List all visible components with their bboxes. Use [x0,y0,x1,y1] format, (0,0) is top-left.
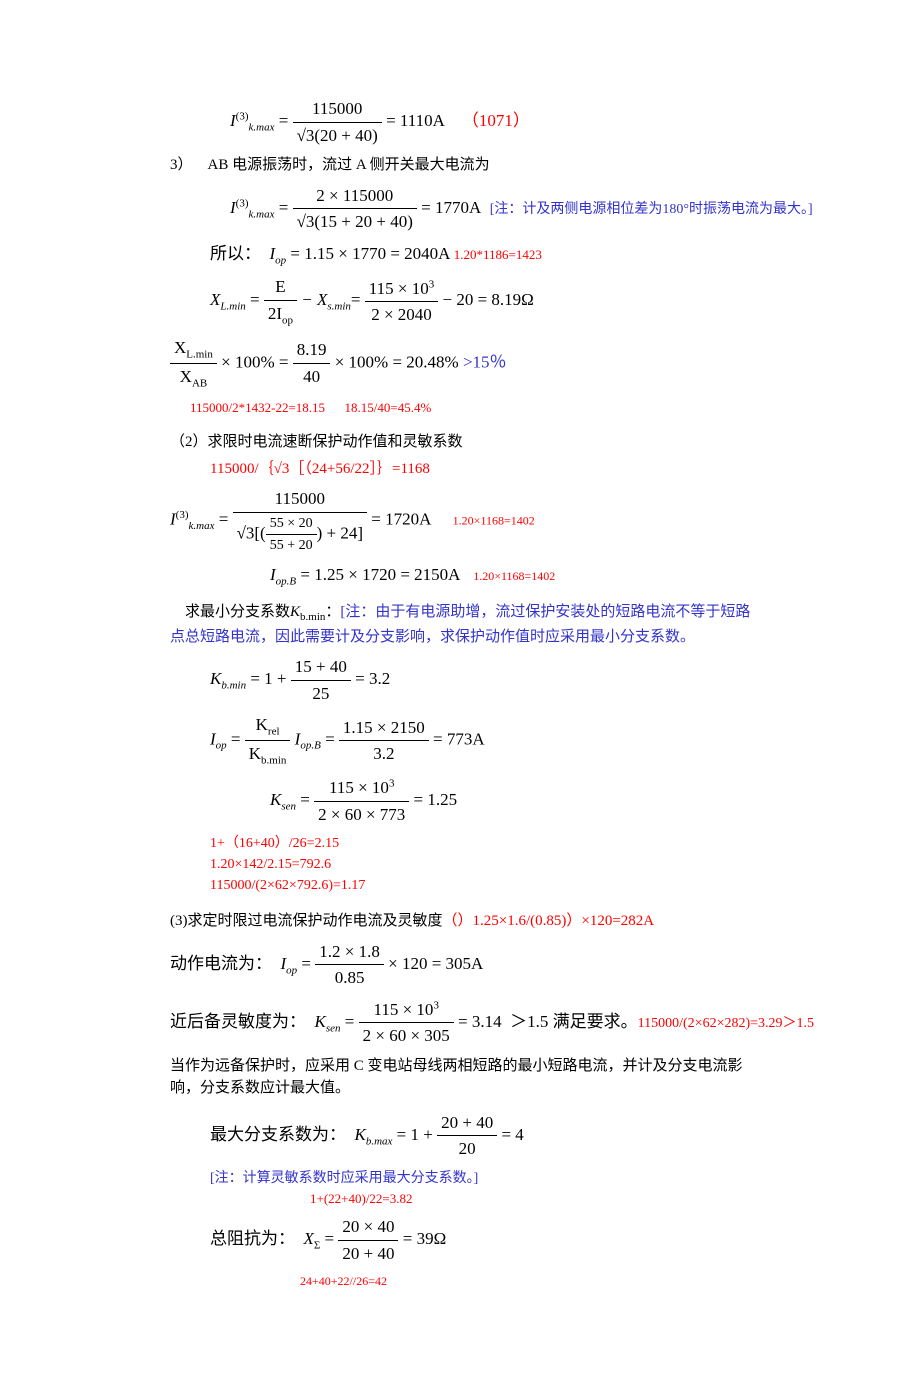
eq-10: Iop = KrelKb.min Iop.B = 1.15 × 21503.2 … [210,712,760,769]
eq-13: 近后备灵敏度为： Ksen = 115 × 1032 × 60 × 305 = … [170,997,760,1049]
eq-11: Ksen = 115 × 1032 × 60 × 773 = 1.25 [270,775,760,827]
step-3: 3） AB 电源振荡时，流过 A 侧开关最大电流为 [170,154,760,177]
note-1168: 115000/｛√3［（24+56/22］｝=1168 [210,458,760,481]
note-phase: [注：计及两侧电源相位差为180°时振荡电流为最大。] [490,201,813,216]
eq-iop: 所以： Iop = 1.15 × 1770 = 2040A 1.20*1186=… [210,241,760,269]
para-remote: 当作为远备保护时，应采用 C 变电站母线两相短路的最小短路电流，并计及分支电流影… [170,1055,760,1100]
note-15: 24+40+22//26=42 [300,1272,760,1290]
note-1071: （1071） [462,111,530,130]
eq-7: I(3)k.max = 115000√3[(55 × 2055 + 20) + … [170,486,760,556]
eq-2: I(3)k.max = 2 × 115000√3(15 + 20 + 40) =… [230,183,760,235]
eq-15: 总阻抗为： XΣ = 20 × 4020 + 40 = 39Ω [210,1214,760,1266]
eq-12: 动作电流为： Iop = 1.2 × 1.80.85 × 120 = 305A [170,939,760,991]
note-11b: 1+（16+40）/26=2.15 1.20×142/2.15=792.6 11… [210,833,760,896]
eq-9: Kb.min = 1 + 15 + 4025 = 3.2 [210,654,760,706]
eq-ratio: XL.minXAB × 100% = 8.1940 × 100% = 20.48… [170,335,760,392]
section-2: （2）求限时电流速断保护动作值和灵敏系数 [170,431,760,454]
para-kbmin: 求最小分支系数Kb.min：[注：由于有电源助增，流过保护安装处的短路电流不等于… [170,601,760,648]
section-3: (3)求定时限过电流保护动作电流及灵敏度（）1.25×1.6/(0.85)）×1… [170,910,760,933]
eq-14: 最大分支系数为： Kb.max = 1 + 20 + 4020 = 4 [210,1110,760,1162]
eq-1: I(3)k.max = 115000√3(20 + 40) = 1110A （1… [230,96,760,148]
note-14b: 1+(22+40)/22=3.82 [310,1189,760,1209]
note-14: [注：计算灵敏系数时应采用最大分支系数。] [210,1168,760,1189]
eq-8: Iop.B = 1.25 × 1720 = 2150A 1.20×1168=14… [270,562,760,590]
eq-xlmin: XL.min = E22IIop − Xs.min= 115 × 1032 × … [210,274,760,328]
note-6b: 115000/2*1432-22=18.15 18.15/40=45.4% [190,398,760,418]
